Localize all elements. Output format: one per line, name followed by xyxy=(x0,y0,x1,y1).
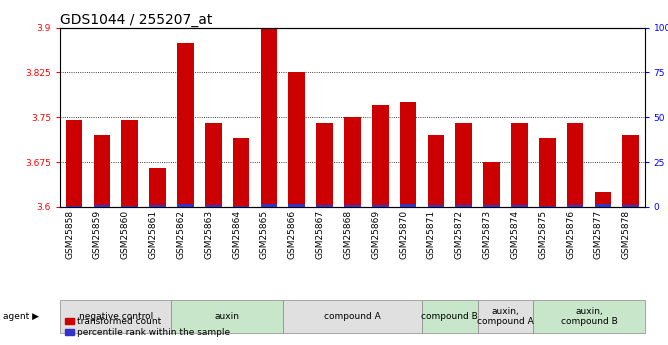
Bar xyxy=(283,300,422,333)
Text: compound A: compound A xyxy=(324,312,381,321)
Text: GSM25860: GSM25860 xyxy=(121,210,130,259)
Text: GDS1044 / 255207_at: GDS1044 / 255207_at xyxy=(60,12,212,27)
Bar xyxy=(422,300,478,333)
Bar xyxy=(483,205,500,207)
Text: GSM25874: GSM25874 xyxy=(510,210,520,259)
Text: GSM25875: GSM25875 xyxy=(538,210,547,259)
Text: GSM25868: GSM25868 xyxy=(343,210,353,259)
Legend: transformed count, percentile rank within the sample: transformed count, percentile rank withi… xyxy=(65,317,230,337)
Bar xyxy=(595,192,611,207)
Bar xyxy=(232,138,249,207)
Text: auxin,
compound A: auxin, compound A xyxy=(477,307,534,326)
Text: GSM25864: GSM25864 xyxy=(232,210,241,259)
Bar xyxy=(483,162,500,207)
Bar xyxy=(177,204,194,207)
Bar xyxy=(232,206,249,207)
Text: GSM25858: GSM25858 xyxy=(65,210,74,259)
Bar xyxy=(122,120,138,207)
Bar xyxy=(205,205,222,207)
Bar xyxy=(539,138,556,207)
Bar xyxy=(172,300,283,333)
Bar xyxy=(428,205,444,207)
Text: GSM25876: GSM25876 xyxy=(566,210,575,259)
Bar xyxy=(539,206,556,207)
Bar xyxy=(399,102,416,207)
Bar xyxy=(149,168,166,207)
Bar xyxy=(94,205,110,207)
Text: GSM25865: GSM25865 xyxy=(260,210,269,259)
Text: negative control: negative control xyxy=(79,312,153,321)
Bar xyxy=(149,205,166,207)
Bar xyxy=(261,28,277,207)
Bar xyxy=(344,117,361,207)
Bar xyxy=(623,205,639,207)
Text: agent ▶: agent ▶ xyxy=(3,312,39,321)
Text: auxin,
compound B: auxin, compound B xyxy=(560,307,617,326)
Text: GSM25862: GSM25862 xyxy=(176,210,186,259)
Bar xyxy=(60,300,172,333)
Text: GSM25871: GSM25871 xyxy=(427,210,436,259)
Text: GSM25867: GSM25867 xyxy=(315,210,325,259)
Bar xyxy=(533,300,645,333)
Bar xyxy=(566,123,583,207)
Text: compound B: compound B xyxy=(422,312,478,321)
Text: GSM25878: GSM25878 xyxy=(622,210,631,259)
Bar xyxy=(316,205,333,207)
Bar xyxy=(399,204,416,207)
Text: GSM25869: GSM25869 xyxy=(371,210,380,259)
Bar xyxy=(372,105,389,207)
Bar xyxy=(289,72,305,207)
Text: GSM25872: GSM25872 xyxy=(455,210,464,259)
Bar xyxy=(478,300,533,333)
Text: GSM25870: GSM25870 xyxy=(399,210,408,259)
Text: auxin: auxin xyxy=(214,312,240,321)
Bar xyxy=(566,205,583,207)
Bar xyxy=(177,42,194,207)
Bar xyxy=(595,204,611,207)
Bar xyxy=(122,206,138,207)
Bar xyxy=(261,204,277,207)
Text: GSM25859: GSM25859 xyxy=(93,210,102,259)
Bar xyxy=(623,135,639,207)
Text: GSM25861: GSM25861 xyxy=(148,210,158,259)
Bar xyxy=(344,205,361,207)
Text: GSM25863: GSM25863 xyxy=(204,210,213,259)
Bar xyxy=(205,123,222,207)
Bar xyxy=(372,205,389,207)
Text: GSM25873: GSM25873 xyxy=(482,210,492,259)
Bar xyxy=(428,135,444,207)
Bar xyxy=(511,205,528,207)
Bar xyxy=(456,205,472,207)
Bar xyxy=(65,120,82,207)
Bar xyxy=(456,123,472,207)
Bar xyxy=(316,123,333,207)
Bar xyxy=(94,135,110,207)
Text: GSM25877: GSM25877 xyxy=(594,210,603,259)
Text: GSM25866: GSM25866 xyxy=(288,210,297,259)
Bar xyxy=(511,123,528,207)
Bar xyxy=(289,204,305,207)
Bar xyxy=(65,206,82,207)
